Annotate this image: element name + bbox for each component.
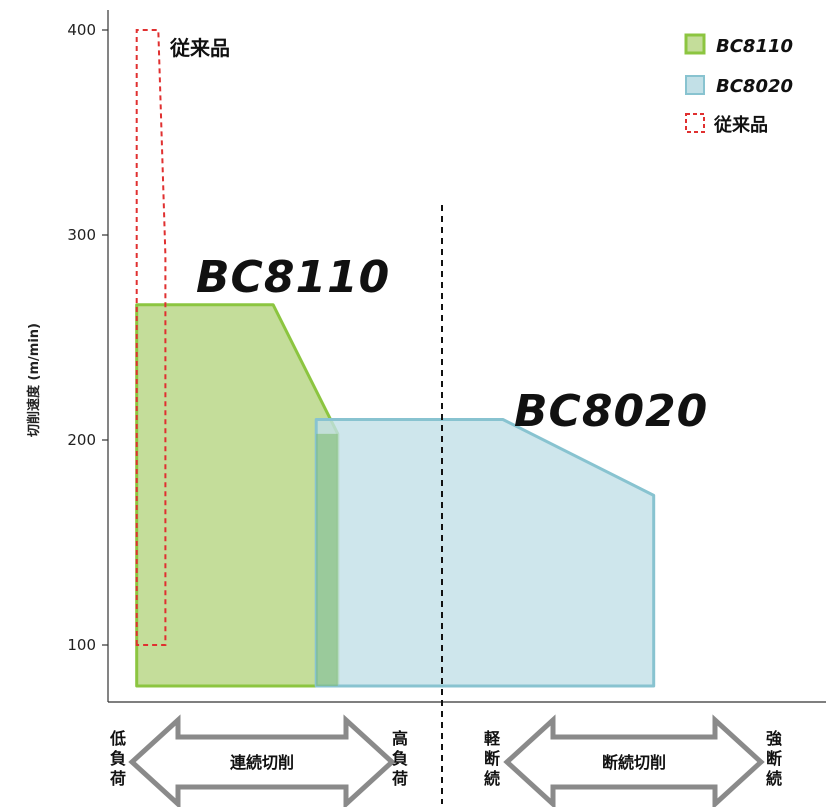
label-high-load-char: 荷 — [392, 769, 408, 788]
series-area-bc8110 — [135, 303, 340, 688]
bottom-arrows: 連続切削 断続切削 — [128, 714, 765, 807]
label-light-interrupt: 軽断続 — [484, 729, 501, 788]
legend-swatch-bc8020 — [685, 75, 705, 95]
legend-swatch-bc8110 — [684, 33, 706, 55]
label-low-load: 低負荷 — [109, 729, 126, 788]
label-high-load-char: 負 — [392, 749, 408, 768]
label-light-interrupt-char: 続 — [484, 769, 500, 788]
y-tick-label-300: 300 — [67, 226, 96, 244]
label-low-load-char: 荷 — [110, 769, 126, 788]
series-label-bc8110: BC8110 — [196, 252, 390, 303]
legend-label-conventional: 従来品 — [713, 114, 768, 136]
y-tick-label-400: 400 — [67, 21, 96, 39]
label-heavy-interrupt: 強断続 — [766, 729, 782, 788]
label-light-interrupt-char: 断 — [484, 749, 500, 768]
y-tick-label-200: 200 — [67, 431, 96, 449]
legend-label-bc8020: BC8020 — [716, 76, 793, 97]
continuous-cutting-label: 連続切削 — [230, 753, 294, 772]
y-axis-label: 切削速度 (m/min) — [26, 323, 42, 437]
label-light-interrupt-char: 軽 — [484, 729, 501, 748]
overlap-region — [316, 433, 338, 686]
label-low-load-char: 負 — [110, 749, 126, 768]
interrupted-cutting-arrow — [503, 714, 765, 807]
interrupted-cutting-label: 断続切削 — [602, 753, 666, 772]
y-ticks: 100 200 300 400 — [67, 21, 108, 654]
series-label-conventional: 従来品 — [169, 36, 230, 60]
series-label-bc8020: BC8020 — [514, 386, 708, 437]
axes — [107, 10, 826, 703]
label-heavy-interrupt-char: 続 — [766, 769, 782, 788]
label-low-load-char: 低 — [109, 729, 126, 748]
continuous-cutting-arrow — [128, 714, 396, 807]
series-area-bc8020 — [314, 418, 656, 688]
label-high-load: 高負荷 — [392, 729, 408, 788]
legend: BC8110 BC8020 従来品 — [684, 33, 793, 136]
y-tick-label-100: 100 — [67, 636, 96, 654]
label-high-load-char: 高 — [392, 729, 408, 748]
legend-label-bc8110: BC8110 — [716, 36, 793, 57]
label-heavy-interrupt-char: 強 — [766, 729, 782, 748]
plot-series — [135, 29, 656, 688]
label-heavy-interrupt-char: 断 — [766, 749, 782, 768]
series-area-conventional — [135, 29, 167, 646]
legend-swatch-conventional — [685, 113, 705, 133]
